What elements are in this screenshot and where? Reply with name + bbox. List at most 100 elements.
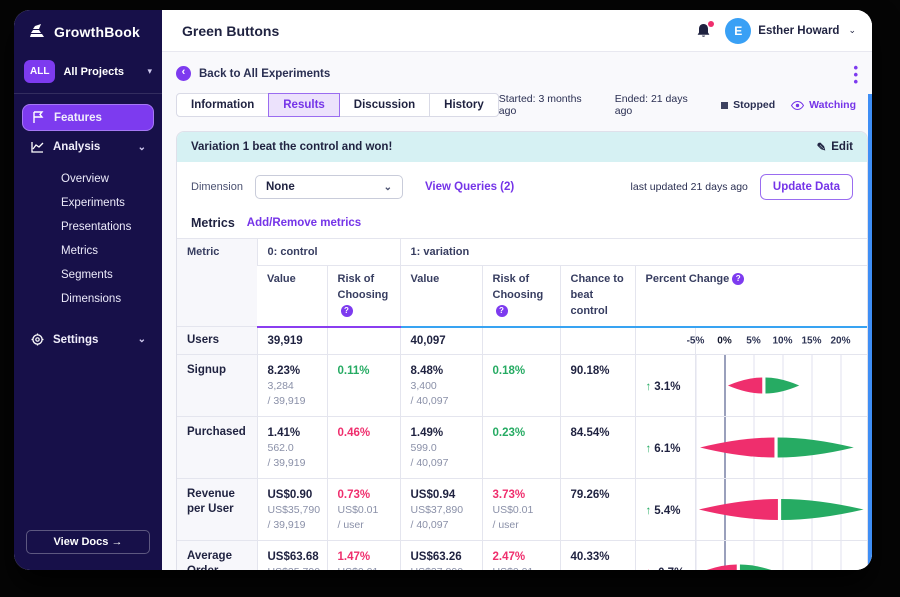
notifications-button[interactable] [695,20,715,40]
tab-discussion[interactable]: Discussion [338,93,431,117]
experiment-tabs: Information Results Discussion History [176,93,499,117]
back-link[interactable]: ‹ Back to All Experiments [176,66,864,81]
sidebar-item-overview[interactable]: Overview [61,173,109,185]
started-text: Started: 3 months ago [498,93,582,117]
percent-change-axis: -5% 0% 5% 10% 15% 20% [687,326,867,356]
chevron-down-icon: ▾ [147,66,152,76]
sidebar-item-label: Analysis [53,141,101,153]
project-badge: ALL [24,60,56,83]
variation-value-cell: 1.49% 599.0/ 40,097 [399,416,482,480]
control-value-cell: US$0.90 US$35,790/ 39,919 [256,478,327,542]
sidebar-item-experiments[interactable]: Experiments [61,197,125,209]
percent-change-cell: ↑ 6.1% [634,416,695,480]
violin-plot-revenue-per-user [694,478,867,542]
dimension-select[interactable]: None ⌄ [254,175,403,199]
tab-history[interactable]: History [429,93,499,117]
control-value-cell: 8.23% 3,284/ 39,919 [256,354,327,418]
help-icon[interactable]: ? [340,304,353,317]
variation-value-cell: 8.48% 3,400/ 40,097 [399,354,482,418]
violin-plot-signup [694,354,867,418]
back-icon: ‹ [176,66,191,81]
control-risk-cell: 0.73% US$0.01/ user [326,478,400,542]
sidebar-item-dimensions[interactable]: Dimensions [61,293,122,305]
control-risk-cell: 1.47% US$0.01/ user [326,540,400,570]
column-header-variation: 1: variation [399,238,867,266]
view-docs-button[interactable]: View Docs → [26,530,150,554]
divider [14,93,162,94]
top-bar: Green Buttons E Esther Howard ⌄ [162,10,872,52]
column-header-variation-value: Value [399,264,482,328]
watching-toggle[interactable]: Watching [791,99,856,111]
stop-icon [721,101,729,109]
add-remove-metrics-link[interactable]: Add/Remove metrics [246,217,362,229]
sidebar-item-features[interactable]: Features [22,104,154,131]
user-name: Esther Howard [758,24,840,37]
status-badge: Stopped [721,99,775,111]
help-icon[interactable]: ? [732,273,745,286]
chart-line-icon [30,141,44,153]
chance-cell: 84.54% [559,416,635,480]
chevron-down-icon: ⌄ [137,334,146,345]
view-queries-link[interactable]: View Queries (2) [424,181,515,193]
chance-cell: 40.33% [559,540,635,570]
tab-results[interactable]: Results [268,93,340,117]
edit-button[interactable]: ✎ Edit [816,141,853,154]
arrow-up-icon: ↑ [645,504,652,517]
update-data-button[interactable]: Update Data [759,174,853,200]
arrow-up-icon: ↑ [645,380,652,393]
project-selector[interactable]: ALL All Projects ▾ [24,60,152,83]
column-header-control-value: Value [257,264,327,328]
metric-name: Revenue per User [177,478,257,542]
control-value-cell: 1.41% 562.0/ 39,919 [256,416,327,480]
sidebar-item-settings[interactable]: Settings ⌄ [22,327,154,352]
variation-risk-cell: 3.73% US$0.01/ user [481,478,560,542]
table-row-users: Users 39,919 40,097 -5% 0% 5% 10% 15% 20% [177,326,867,356]
dimension-label: Dimension [191,181,243,193]
sidebar-item-metrics[interactable]: Metrics [61,245,99,257]
column-header-chance: Chance to beat control [559,264,635,328]
table-row-signup: Signup 8.23% 3,284/ 39,919 0.11% 8.48% 3,4… [177,354,867,418]
metrics-title: Metrics [191,216,235,230]
sidebar: GrowthBook ALL All Projects ▾ Features A… [14,10,162,570]
scrollbar[interactable] [868,94,872,570]
column-header-variation-risk: Risk of Choosing? [481,264,560,328]
chevron-down-icon: ⌄ [137,141,146,153]
eye-icon [791,100,805,110]
last-updated-text: last updated 21 days ago [630,181,748,193]
app-window: GrowthBook ALL All Projects ▾ Features A… [14,10,872,570]
violin-plot-average-order-value [694,540,867,570]
sidebar-item-presentations[interactable]: Presentations [61,221,132,233]
notification-dot [708,20,715,27]
main-area: Green Buttons E Esther Howard ⌄ ‹ Back t… [162,10,872,570]
sidebar-item-segments[interactable]: Segments [61,269,113,281]
tab-information[interactable]: Information [176,93,270,117]
help-icon[interactable]: ? [495,304,508,317]
content-area: ‹ Back to All Experiments • • • Informatio… [162,52,872,570]
results-table: Metric 0: control 1: variation Value Ris… [177,237,867,570]
experiment-status: Started: 3 months ago Ended: 21 days ago… [499,93,864,117]
metric-name: Users [177,326,257,356]
control-risk-cell: 0.11% [326,354,400,418]
more-options-button[interactable]: • • • [853,60,858,90]
ended-text: Ended: 21 days ago [614,93,688,117]
metric-name: Purchased [177,416,257,480]
chevron-down-icon: ⌄ [848,25,856,35]
percent-change-cell: ↑ 3.1% [634,354,695,418]
violin-plot-purchased [694,416,867,480]
brand-logo[interactable]: GrowthBook [14,10,162,52]
sidebar-item-analysis[interactable]: Analysis ⌄ [22,135,154,159]
sidebar-item-label: Settings [53,333,99,346]
variation-value-cell: US$63.26US$37,890/ 599 [399,540,482,570]
chevron-down-icon: ⌄ [383,181,392,193]
column-header-percent-change: Percent Change? [634,264,867,328]
user-menu[interactable]: E Esther Howard ⌄ [725,17,856,44]
bell-icon [697,23,710,37]
analysis-subnav: Overview Experiments Presentations Metri… [14,167,162,311]
banner-message: Variation 1 beat the control and won! [191,141,393,153]
metric-name: Average Order Value [177,540,257,570]
percent-change-cell: ↓-0.7% [634,540,695,570]
table-row-average-order-value: Average Order Value US$63.68US$35,790/ 5… [177,540,867,570]
growthbook-logo-icon [28,22,46,43]
variation-risk-cell: 0.23% [481,416,560,480]
brand-name: GrowthBook [54,24,140,40]
